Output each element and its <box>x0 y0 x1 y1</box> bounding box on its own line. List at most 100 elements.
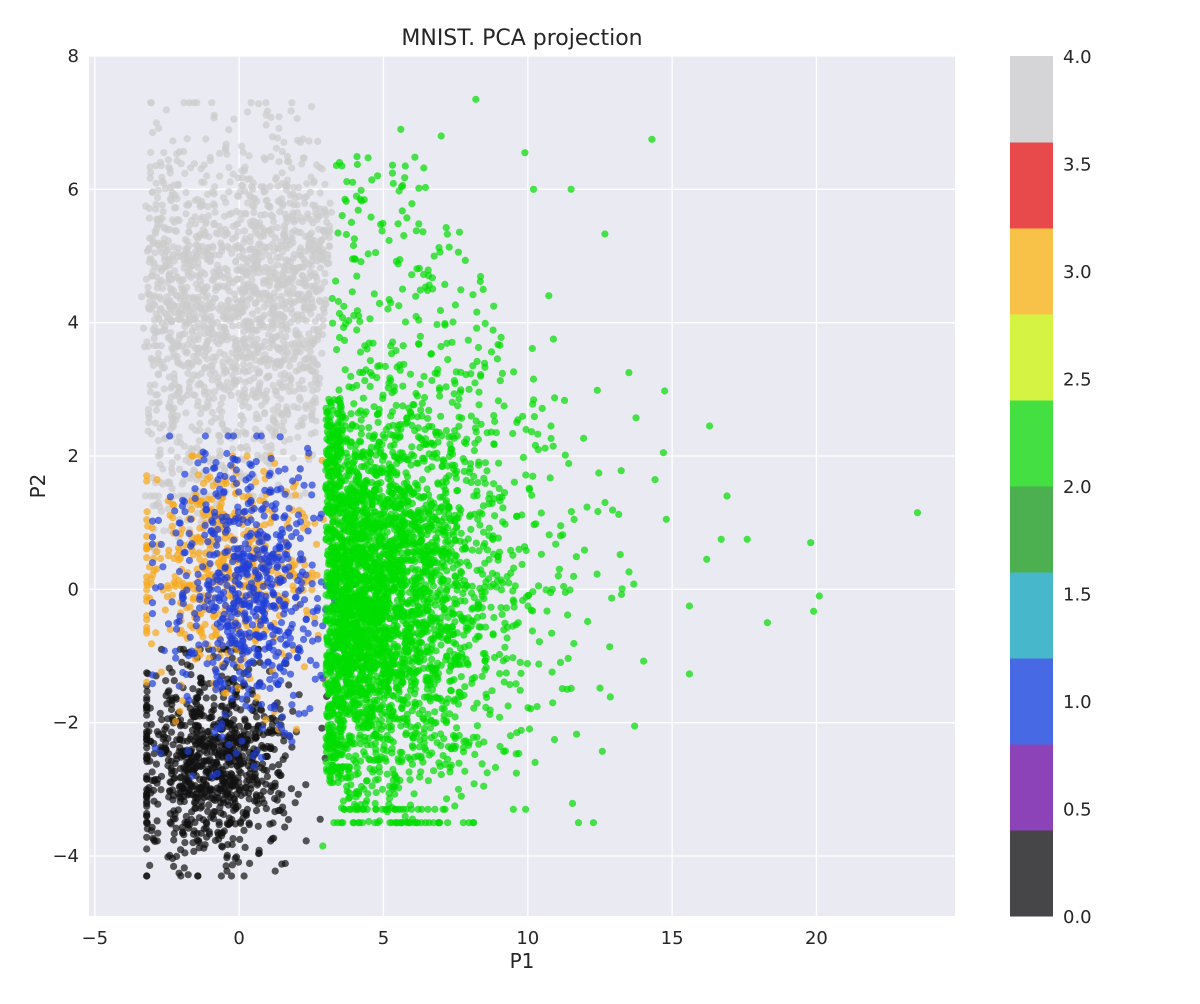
scatter-point-gray <box>171 380 178 387</box>
scatter-point-blue <box>227 648 234 655</box>
scatter-point-blue <box>245 685 252 692</box>
scatter-point-black <box>240 727 247 734</box>
scatter-point-blue <box>282 591 289 598</box>
scatter-point-gray <box>173 228 180 235</box>
scatter-point-blue <box>295 511 302 518</box>
scatter-point-black <box>218 832 225 839</box>
scatter-point-blue <box>183 671 190 678</box>
scatter-point-gray <box>253 316 260 323</box>
scatter-point-gray <box>184 370 191 377</box>
scatter-point-blue <box>171 507 178 514</box>
scatter-point-gray <box>246 152 253 159</box>
scatter-point-gray <box>179 481 186 488</box>
scatter-point-gray <box>288 164 295 171</box>
scatter-point-gray <box>168 447 175 454</box>
scatter-point-blue <box>181 498 188 505</box>
scatter-point-blue <box>229 626 236 633</box>
scatter-point-blue <box>264 659 271 666</box>
scatter-point-gray <box>290 403 297 410</box>
scatter-point-black <box>143 845 150 852</box>
scatter-point-black <box>194 830 201 837</box>
scatter-point-black <box>168 729 175 736</box>
scatter-point-black <box>176 870 183 877</box>
scatter-point-gray <box>262 188 269 195</box>
scatter-point-blue <box>308 491 315 498</box>
scatter-point-black <box>253 797 260 804</box>
scatter-point-black <box>219 753 226 760</box>
scatter-point-blue <box>152 745 159 752</box>
scatter-point-blue <box>214 476 221 483</box>
scatter-point-gray <box>160 208 167 215</box>
scatter-point-blue <box>258 563 265 570</box>
scatter-point-gray <box>157 451 164 458</box>
scatter-point-green <box>431 806 438 813</box>
scatter-point-gray <box>267 153 274 160</box>
scatter-point-gray <box>233 208 240 215</box>
scatter-point-gray <box>271 289 278 296</box>
scatter-point-gray <box>303 180 310 187</box>
scatter-point-gray <box>238 352 245 359</box>
scatter-point-black <box>214 789 221 796</box>
scatter-point-gray <box>149 129 156 136</box>
scatter-point-gray <box>178 253 185 260</box>
scatter-point-gray <box>152 228 159 235</box>
scatter-point-gray <box>211 190 218 197</box>
scatter-point-black <box>258 742 265 749</box>
scatter-point-black <box>210 741 217 748</box>
scatter-point-gray <box>216 433 223 440</box>
scatter-point-gray <box>240 336 247 343</box>
scatter-point-gray <box>294 115 301 122</box>
scatter-point-blue <box>287 635 294 642</box>
scatter-point-gray <box>276 198 283 205</box>
scatter-point-blue <box>305 450 312 457</box>
scatter-point-blue <box>192 495 199 502</box>
scatter-point-gray <box>295 279 302 286</box>
scatter-point-orange <box>314 572 321 579</box>
scatter-point-gray <box>224 298 231 305</box>
scatter-point-gray <box>147 149 154 156</box>
scatter-point-gray <box>254 343 261 350</box>
scatter-point-black <box>197 783 204 790</box>
scatter-point-black <box>203 768 210 775</box>
scatter-point-gray <box>197 304 204 311</box>
scatter-point-black <box>206 831 213 838</box>
scatter-point-gray <box>247 233 254 240</box>
scatter-point-black <box>189 685 196 692</box>
scatter-point-gray <box>318 350 325 357</box>
scatter-point-blue <box>271 702 278 709</box>
scatter-point-gray <box>201 162 208 169</box>
scatter-point-black <box>228 782 235 789</box>
scatter-point-gray <box>225 164 232 171</box>
scatter-point-gray <box>233 221 240 228</box>
scatter-point-blue <box>285 564 292 571</box>
scatter-point-gray <box>146 306 153 313</box>
scatter-point-gray <box>314 138 321 145</box>
scatter-point-blue <box>161 647 168 654</box>
scatter-point-green <box>453 724 460 731</box>
scatter-point-black <box>226 720 233 727</box>
scatter-point-blue <box>270 550 277 557</box>
scatter-point-black <box>143 872 150 879</box>
scatter-point-blue <box>278 619 285 626</box>
scatter-point-gray <box>255 100 262 107</box>
scatter-point-blue <box>305 527 312 534</box>
scatter-point-blue <box>230 537 237 544</box>
scatter-point-gray <box>200 179 207 186</box>
scatter-point-black <box>278 861 285 868</box>
scatter-point-black <box>264 773 271 780</box>
scatter-point-blue <box>230 661 237 668</box>
scatter-point-black <box>288 785 295 792</box>
scatter-point-gray <box>158 174 165 181</box>
scatter-point-orange <box>175 556 182 563</box>
scatter-point-blue <box>277 544 284 551</box>
scatter-point-blue <box>218 720 225 727</box>
scatter-point-blue <box>217 624 224 631</box>
scatter-point-blue <box>281 466 288 473</box>
scatter-point-gray <box>208 99 215 106</box>
scatter-point-black <box>236 786 243 793</box>
scatter-point-blue <box>284 629 291 636</box>
scatter-point-black <box>207 714 214 721</box>
scatter-point-blue <box>191 610 198 617</box>
scatter-point-blue <box>253 748 260 755</box>
scatter-point-gray <box>256 219 263 226</box>
